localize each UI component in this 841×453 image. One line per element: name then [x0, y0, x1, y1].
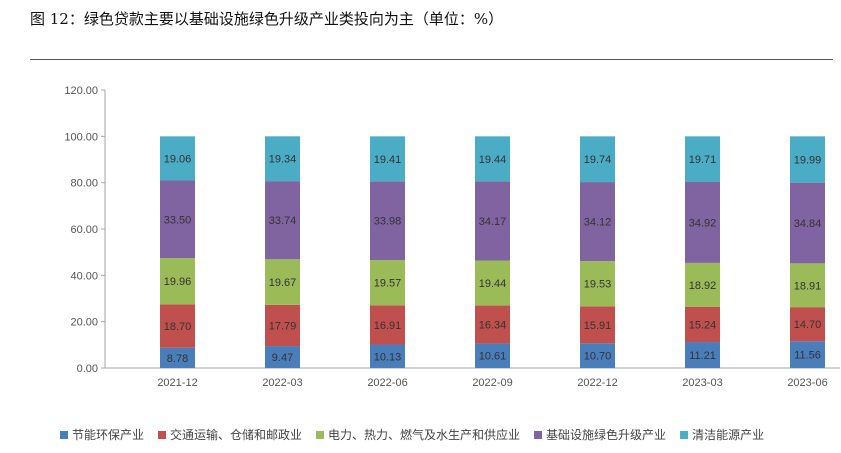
bar-segment: [685, 136, 720, 182]
data-label: 19.06: [164, 153, 192, 165]
legend-label: 交通运输、仓储和邮政业: [170, 427, 302, 442]
data-label: 10.13: [374, 351, 402, 363]
x-tick-label: 2022-06: [367, 377, 407, 389]
data-label: 15.91: [584, 320, 612, 332]
bar-segment: [475, 136, 510, 182]
legend-label: 电力、热力、燃气及水生产和供应业: [328, 427, 520, 442]
data-label: 19.44: [479, 154, 507, 166]
data-label: 17.79: [269, 320, 297, 332]
bar-segment: [685, 181, 720, 263]
bar-segment: [370, 181, 405, 261]
data-label: 34.17: [479, 216, 507, 228]
legend-swatch: [680, 431, 689, 439]
data-label: 11.21: [689, 350, 716, 362]
data-label: 34.92: [689, 217, 717, 229]
data-label: 19.44: [479, 278, 507, 290]
bar-segment: [790, 136, 825, 183]
data-label: 10.61: [479, 351, 507, 363]
bar-segment: [790, 341, 825, 368]
data-label: 8.78: [167, 353, 188, 365]
bar-segment: [580, 261, 615, 307]
y-tick-label: 80.00: [70, 178, 98, 190]
bar-segment: [370, 305, 405, 345]
bar-segment: [475, 260, 510, 306]
x-tick-label: 2023-03: [682, 377, 722, 389]
data-label: 15.24: [689, 319, 717, 331]
bar-segment: [475, 305, 510, 344]
bar-segment: [475, 181, 510, 261]
bar-segment: [580, 182, 615, 262]
data-label: 19.34: [269, 154, 297, 166]
data-label: 18.70: [164, 321, 192, 333]
bar-segment: [685, 342, 720, 368]
data-label: 10.70: [584, 351, 612, 363]
bar-segment: [790, 182, 825, 264]
data-label: 19.99: [794, 154, 822, 166]
bar-segment: [160, 347, 195, 368]
bar-segment: [685, 306, 720, 343]
data-label: 18.91: [794, 280, 822, 292]
bar-segment: [160, 136, 195, 181]
data-label: 19.96: [164, 276, 192, 288]
data-label: 19.67: [269, 277, 297, 289]
legend-swatch: [534, 431, 543, 439]
bar-segment: [160, 258, 195, 305]
x-tick-label: 2022-09: [472, 377, 512, 389]
bar-segment: [790, 263, 825, 308]
bar-segment: [790, 307, 825, 342]
bar-segment: [265, 259, 300, 305]
data-label: 33.74: [269, 215, 297, 227]
data-label: 11.56: [794, 350, 821, 362]
data-label: 34.12: [584, 217, 612, 229]
y-tick-label: 100.00: [64, 131, 98, 143]
data-label: 9.47: [272, 352, 293, 364]
legend-swatch: [60, 431, 68, 439]
y-tick-label: 60.00: [70, 224, 98, 236]
bar-segment: [265, 181, 300, 260]
legend-swatch: [316, 431, 325, 439]
y-tick-label: 0.00: [77, 363, 98, 375]
x-tick-label: 2021-12: [157, 377, 197, 389]
data-label: 16.91: [374, 320, 402, 332]
legend-label: 基础设施绿色升级产业: [546, 427, 666, 442]
legend-label: 清洁能源产业: [692, 428, 764, 442]
data-label: 19.71: [689, 154, 717, 166]
bar-segment: [370, 344, 405, 368]
data-label: 19.74: [584, 154, 612, 166]
title-rule: [30, 59, 833, 60]
figure-title: 图 12：绿色贷款主要以基础设施绿色升级产业类投向为主（单位：%）: [30, 10, 504, 28]
bar-segment: [580, 306, 615, 344]
data-label: 19.53: [584, 279, 612, 291]
data-label: 16.34: [479, 319, 507, 331]
data-label: 33.50: [164, 214, 192, 226]
x-tick-label: 2023-06: [787, 377, 827, 389]
bar-segment: [265, 304, 300, 347]
x-tick-label: 2022-03: [262, 377, 302, 389]
data-label: 19.41: [374, 154, 402, 166]
bar-segment: [265, 136, 300, 182]
bar-segment: [160, 304, 195, 348]
bar-segment: [580, 136, 615, 183]
bar-segment: [370, 136, 405, 182]
bar-segment: [265, 346, 300, 368]
data-label: 34.84: [794, 218, 822, 230]
y-tick-label: 20.00: [70, 317, 98, 329]
data-label: 33.98: [374, 216, 402, 228]
y-tick-label: 120.00: [64, 85, 98, 97]
data-label: 19.57: [374, 278, 402, 290]
bar-segment: [685, 262, 720, 307]
legend-label: 节能环保产业: [72, 428, 144, 442]
x-tick-label: 2022-12: [577, 377, 617, 389]
data-label: 18.92: [689, 280, 717, 292]
bar-segment: [475, 343, 510, 368]
data-label: 14.70: [794, 319, 822, 331]
bar-segment: [580, 343, 615, 368]
y-tick-label: 40.00: [70, 270, 98, 282]
bar-segment: [160, 180, 195, 259]
legend-swatch: [158, 431, 167, 439]
bar-segment: [370, 260, 405, 306]
